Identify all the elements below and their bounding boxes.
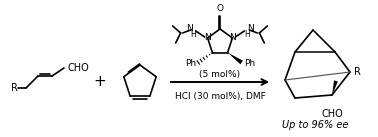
Text: Ph: Ph: [244, 59, 255, 68]
Text: CHO: CHO: [321, 109, 343, 119]
Text: +: +: [94, 75, 106, 89]
Polygon shape: [332, 80, 338, 95]
Text: Ph: Ph: [185, 59, 196, 68]
Text: O: O: [217, 4, 223, 13]
Text: N: N: [186, 25, 193, 33]
Text: CHO: CHO: [67, 63, 89, 73]
Polygon shape: [228, 52, 243, 64]
Text: H: H: [190, 31, 195, 39]
Text: (5 mol%): (5 mol%): [200, 69, 240, 79]
Text: HCl (30 mol%), DMF: HCl (30 mol%), DMF: [175, 92, 265, 101]
Text: H: H: [245, 31, 250, 39]
Text: N: N: [204, 33, 211, 42]
Text: R: R: [354, 67, 361, 77]
Text: Up to 96% ee: Up to 96% ee: [282, 120, 348, 130]
Text: N: N: [247, 25, 254, 33]
Text: N: N: [229, 33, 236, 42]
Text: R: R: [11, 83, 17, 93]
